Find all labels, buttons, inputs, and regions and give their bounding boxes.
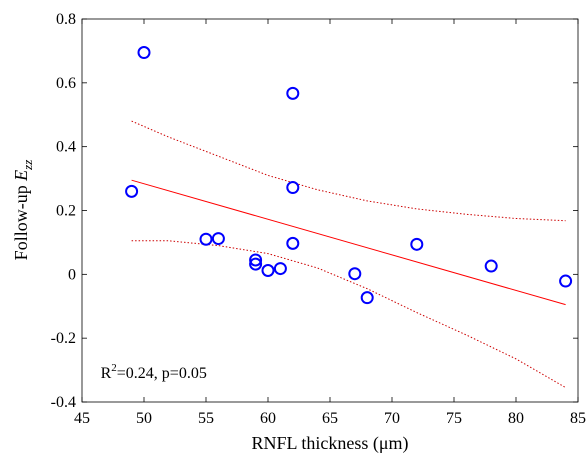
- x-axis-label: RNFL thickness (μm): [252, 433, 409, 454]
- x-tick-label: 60: [260, 410, 276, 427]
- r-squared-annotation: R2=0.24, p=0.05: [101, 362, 207, 382]
- data-point: [484, 259, 498, 273]
- annotation-prefix: R: [101, 365, 112, 382]
- data-point: [249, 253, 263, 267]
- x-axis-ticks: 45 50 55 60 65 70 75 80 85: [74, 19, 586, 427]
- y-tick-label: 0.6: [56, 75, 76, 92]
- data-point: [286, 236, 300, 250]
- data-point: [261, 264, 275, 278]
- x-tick-label: 75: [446, 410, 462, 427]
- y-tick-label: 0.2: [56, 203, 76, 220]
- y-axis-label-subscript: zz: [20, 160, 35, 171]
- data-point: [273, 262, 287, 276]
- annotation-superscript: 2: [111, 362, 117, 374]
- data-point: [286, 86, 300, 100]
- y-tick-label: 0.4: [56, 139, 76, 156]
- data-point: [360, 291, 374, 305]
- x-tick-label: 55: [198, 410, 214, 427]
- y-tick-label: 0: [68, 266, 76, 283]
- regression-line: [131, 179, 566, 306]
- data-point: [559, 274, 573, 288]
- data-point: [199, 232, 213, 246]
- annotation-text: =0.24, p=0.05: [117, 365, 207, 382]
- y-axis-label: Follow-up Ezz: [11, 160, 35, 261]
- y-tick-label: 0.8: [56, 11, 76, 28]
- x-tick-label: 45: [74, 410, 90, 427]
- data-point: [211, 232, 225, 246]
- x-tick-label: 70: [384, 410, 400, 427]
- confidence-bands: [131, 120, 566, 389]
- y-tick-label: -0.2: [51, 330, 76, 347]
- plot-area: [82, 19, 578, 402]
- data-point: [286, 181, 300, 195]
- x-tick-label: 65: [322, 410, 338, 427]
- y-axis-label-variable: E: [11, 170, 31, 182]
- data-points: [125, 46, 573, 305]
- x-tick-label: 85: [570, 410, 586, 427]
- y-tick-label: -0.4: [51, 394, 76, 411]
- x-tick-label: 50: [136, 410, 152, 427]
- y-axis-label-prefix: Follow-up: [11, 181, 31, 261]
- data-point: [249, 257, 263, 271]
- x-tick-label: 80: [508, 410, 524, 427]
- data-point: [125, 184, 139, 198]
- data-point: [348, 267, 362, 281]
- y-axis-ticks: -0.4 -0.2 0 0.2 0.4 0.6 0.8: [51, 11, 578, 411]
- fit-line: [131, 179, 566, 306]
- confidence-upper-curve: [131, 120, 566, 222]
- data-point: [410, 237, 424, 251]
- data-point: [137, 46, 151, 60]
